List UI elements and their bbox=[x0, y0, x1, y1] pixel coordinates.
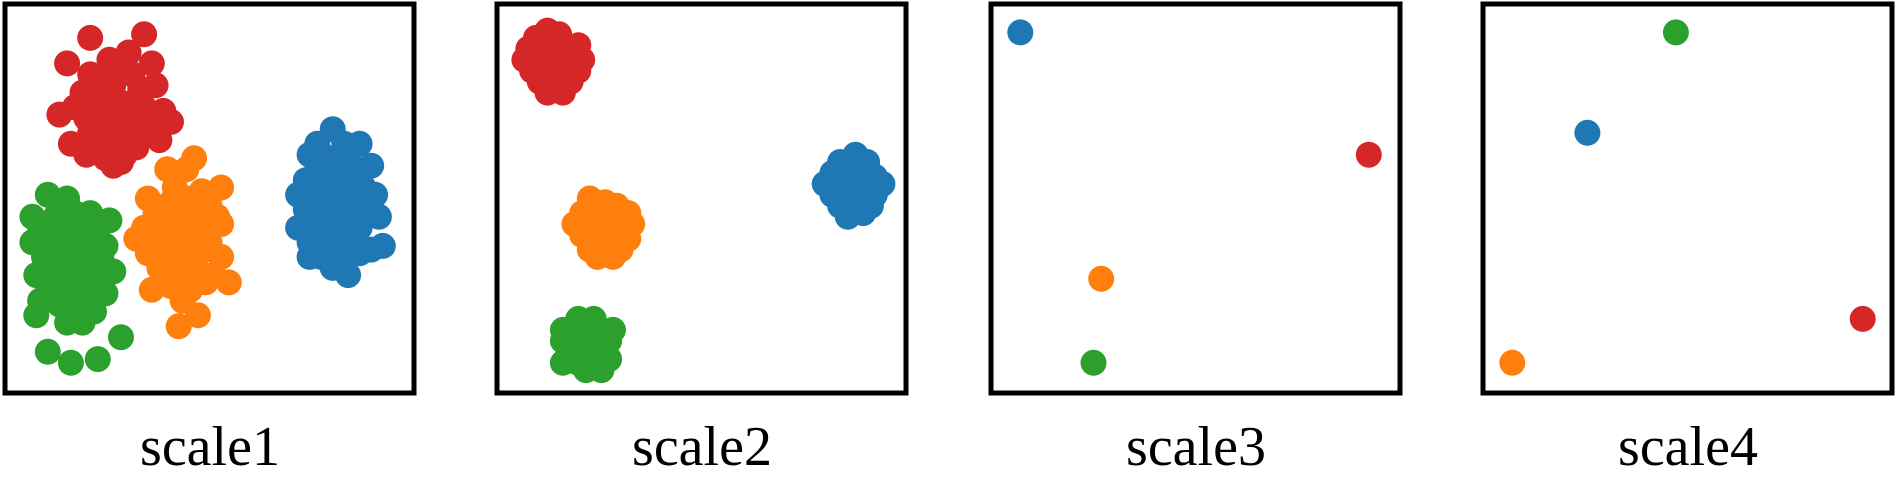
data-point-green bbox=[100, 258, 127, 285]
data-point-red bbox=[108, 149, 134, 175]
data-point-red bbox=[549, 79, 576, 106]
data-point-green bbox=[23, 302, 50, 329]
data-point-orange bbox=[1499, 349, 1526, 376]
plot-area bbox=[1499, 19, 1876, 376]
scatter-panel-scale4: scale4 bbox=[1478, 0, 1898, 485]
scatter-panel-scale1: scale1 bbox=[0, 0, 420, 485]
data-point-orange bbox=[165, 313, 192, 340]
panel-label: scale3 bbox=[1126, 416, 1266, 478]
data-point-red bbox=[1849, 305, 1876, 332]
plot-area bbox=[19, 21, 396, 376]
data-point-red bbox=[158, 108, 184, 135]
data-point-green bbox=[84, 346, 111, 373]
data-point-blue bbox=[1007, 19, 1034, 46]
data-point-orange bbox=[215, 269, 242, 296]
scatter-plot bbox=[1480, 1, 1895, 396]
data-point-red bbox=[54, 50, 81, 77]
data-point-green bbox=[588, 357, 615, 384]
scatter-panel-scale3: scale3 bbox=[986, 0, 1406, 485]
data-point-blue bbox=[850, 200, 877, 227]
data-point-green bbox=[1662, 19, 1689, 46]
data-point-red bbox=[73, 141, 100, 168]
data-point-green bbox=[1080, 349, 1107, 376]
data-point-orange bbox=[600, 243, 626, 270]
scatter-plot bbox=[988, 1, 1403, 396]
data-point-green bbox=[108, 324, 134, 351]
data-point-orange bbox=[192, 269, 219, 296]
panel-label: scale2 bbox=[632, 416, 772, 478]
data-point-blue bbox=[369, 232, 396, 259]
data-point-orange bbox=[1088, 265, 1115, 292]
plot-area bbox=[511, 17, 896, 384]
data-point-red bbox=[77, 24, 104, 51]
data-point-red bbox=[1355, 141, 1382, 168]
axes-frame bbox=[1480, 1, 1895, 396]
data-point-green bbox=[57, 349, 84, 376]
data-point-red bbox=[131, 21, 158, 48]
data-point-green bbox=[549, 316, 576, 343]
panel-label: scale1 bbox=[140, 416, 280, 478]
axes-frame bbox=[2, 1, 417, 396]
scatter-plot bbox=[2, 1, 417, 396]
scatter-panel-scale2: scale2 bbox=[492, 0, 912, 485]
data-point-green bbox=[34, 338, 61, 365]
data-point-blue bbox=[365, 203, 392, 230]
data-point-blue bbox=[1574, 119, 1601, 146]
data-point-red bbox=[138, 50, 165, 77]
data-point-blue bbox=[346, 240, 373, 267]
panel-label: scale4 bbox=[1618, 416, 1758, 478]
data-point-green bbox=[69, 309, 96, 336]
data-point-blue bbox=[296, 243, 323, 270]
plot-area bbox=[1007, 19, 1382, 376]
data-point-red bbox=[46, 101, 73, 128]
data-point-blue bbox=[335, 262, 362, 289]
data-point-green bbox=[34, 181, 61, 208]
data-point-orange bbox=[138, 276, 165, 303]
scatter-plot bbox=[494, 1, 909, 396]
axes-frame bbox=[494, 1, 909, 396]
axes-frame bbox=[988, 1, 1403, 396]
data-point-orange bbox=[184, 302, 211, 329]
